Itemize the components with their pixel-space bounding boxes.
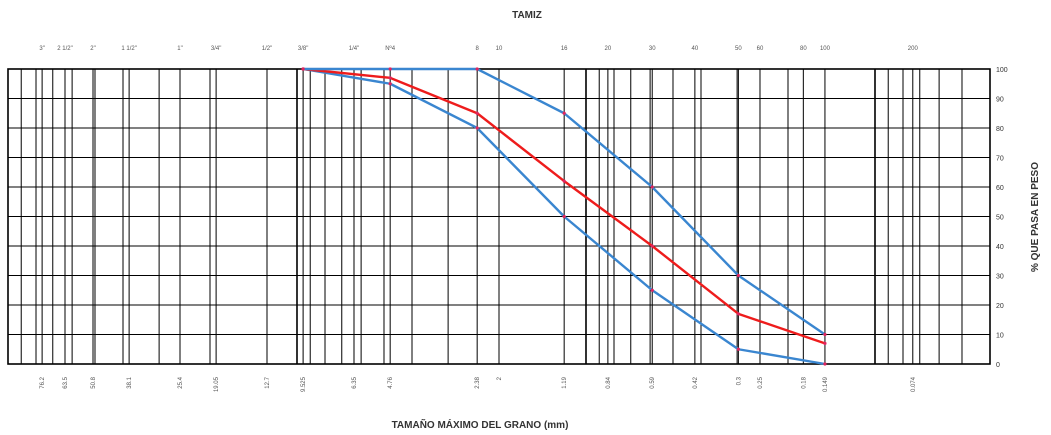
sieve-tick-label: 200 [908, 46, 919, 52]
series-point [736, 273, 740, 278]
series-point [823, 362, 827, 366]
mm-tick-label: 9.525 [301, 376, 307, 392]
mm-tick-label: 0.18 [801, 376, 807, 388]
y-tick-label: 70 [996, 156, 1004, 163]
mm-tick-label: 0.149 [823, 376, 829, 392]
sieve-tick-label: 2" [90, 46, 95, 52]
series-point [475, 126, 479, 130]
sieve-tick-label: 80 [800, 46, 807, 52]
series-point [388, 82, 392, 86]
series-point [823, 341, 827, 345]
series-point [388, 67, 392, 71]
mm-tick-label: 0.59 [650, 376, 656, 388]
x-axis-title: TAMAÑO MÁXIMO DEL GRANO (mm) [392, 418, 569, 431]
y-tick-label: 90 [996, 97, 1004, 104]
mm-tick-label: 76.2 [40, 376, 46, 388]
sieve-tick-label: 20 [605, 46, 612, 52]
series-point [650, 244, 654, 248]
sieve-tick-label: 1/2" [262, 46, 272, 52]
y-tick-label: 0 [996, 362, 1000, 369]
sieve-tick-label: 40 [692, 46, 699, 52]
sieve-tick-label: 100 [820, 46, 831, 52]
sieve-tick-label: 3/8" [298, 46, 308, 52]
mm-tick-label: 50.8 [91, 376, 97, 388]
y-axis-title: % QUE PASA EN PESO [1030, 162, 1041, 272]
series-point [736, 312, 740, 316]
y-tick-label: 30 [996, 274, 1004, 281]
y-tick-label: 10 [996, 333, 1004, 340]
mm-tick-label: 6.35 [352, 376, 358, 388]
sieve-tick-label: Nº4 [385, 45, 396, 52]
series-point [736, 347, 740, 351]
sieve-tick-label: 3" [39, 46, 44, 52]
sieve-tick-label: 2 1/2" [57, 46, 72, 52]
mm-tick-label: 63.5 [63, 376, 69, 388]
mm-tick-label: 0.84 [606, 376, 612, 388]
sieve-tick-label: 10 [496, 46, 503, 52]
mm-tick-label: 38.1 [127, 376, 133, 388]
tick-layer: 3" 2 1/2" 2" 1 1/2" 1" 3/4" 1/2" 3/8" 1/4" Nº4 8 10… [39, 45, 1007, 392]
plot-border [7, 68, 991, 365]
y-tick-label: 40 [996, 244, 1004, 251]
series-point [650, 185, 654, 189]
mm-tick-label: 0.25 [758, 376, 764, 388]
series-point [475, 111, 479, 115]
series-point [823, 332, 827, 337]
sieve-tick-label: 16 [561, 46, 568, 52]
y-tick-label: 80 [996, 126, 1004, 133]
sieve-tick-label: 1" [177, 46, 182, 52]
sieve-tick-label: 8 [475, 46, 479, 52]
chart-grid [8, 68, 991, 365]
sieve-tick-label: 1/4" [349, 46, 359, 52]
mm-tick-label: 2 [497, 376, 503, 380]
chart-title: TAMIZ [512, 10, 542, 21]
mm-tick-label: 19.05 [214, 376, 220, 392]
sieve-tick-label: 30 [649, 46, 656, 52]
mm-tick-label: 0.3 [736, 376, 742, 385]
mm-tick-label: 0.42 [693, 376, 699, 388]
mm-tick-label: 4.76 [388, 376, 394, 388]
series-point [475, 67, 479, 71]
mm-tick-label: 1.19 [562, 376, 568, 388]
mm-tick-label: 25.4 [178, 376, 184, 388]
sieve-tick-label: 50 [735, 46, 742, 52]
plot-frame [7, 68, 991, 365]
y-tick-label: 50 [996, 215, 1004, 222]
sieve-tick-label: 60 [757, 46, 764, 52]
y-tick-label: 60 [996, 185, 1004, 192]
series-point [650, 288, 654, 292]
mm-tick-label: 0.074 [911, 376, 917, 392]
series-point [562, 214, 566, 219]
series-layer [301, 67, 827, 366]
sieve-tick-label: 1 1/2" [121, 46, 136, 52]
y-tick-label: 100 [996, 67, 1008, 74]
sieve-tick-label: 3/4" [211, 46, 221, 52]
mm-tick-label: 2.38 [475, 376, 481, 388]
y-tick-label: 20 [996, 303, 1004, 310]
series-point [562, 111, 566, 115]
mm-tick-label: 12.7 [265, 376, 271, 388]
series-point [562, 179, 566, 183]
series-point [301, 67, 305, 71]
series-point [388, 76, 392, 80]
